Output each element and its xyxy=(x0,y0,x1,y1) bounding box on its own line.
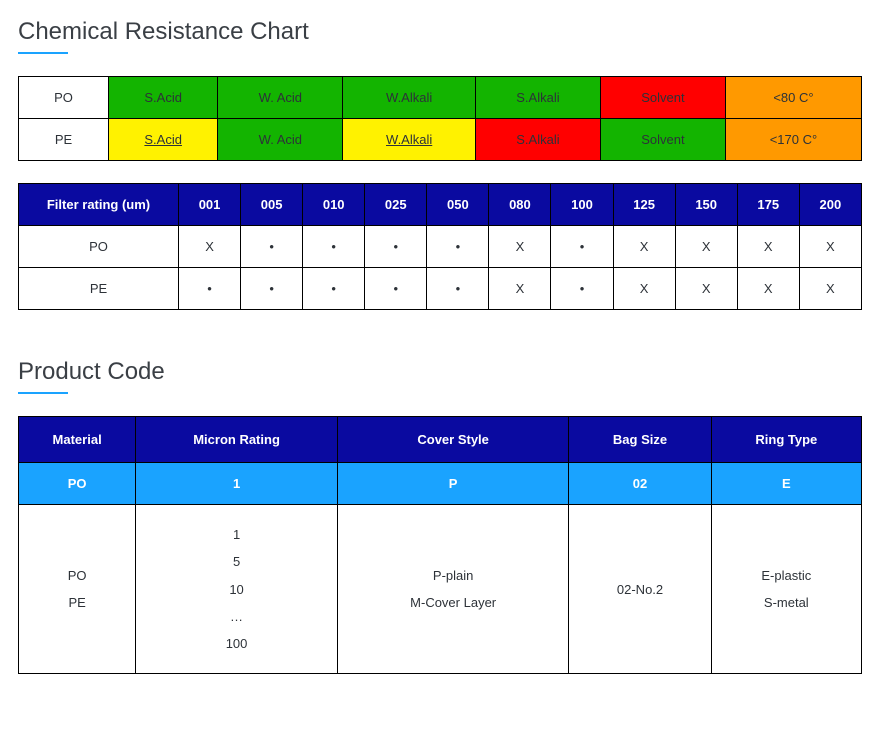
filter-cell: • xyxy=(551,226,613,268)
row-label: PE xyxy=(19,268,179,310)
chemical-resistance-table: POS.AcidW. AcidW.AlkaliS.AlkaliSolvent<8… xyxy=(18,76,862,161)
table-row: POX••••X•XXXX xyxy=(19,226,862,268)
filter-cell: X xyxy=(737,268,799,310)
column-header: 100 xyxy=(551,184,613,226)
table-row: PE•••••X•XXXX xyxy=(19,268,862,310)
product-code-detail-cell: POPE xyxy=(19,505,136,674)
filter-cell: X xyxy=(489,226,551,268)
chem-cell: Solvent xyxy=(600,119,725,161)
chem-cell: W. Acid xyxy=(218,77,343,119)
filter-cell: X xyxy=(799,226,861,268)
column-header: 080 xyxy=(489,184,551,226)
filter-cell: X xyxy=(675,268,737,310)
filter-cell: • xyxy=(241,268,303,310)
chem-cell: S.Acid xyxy=(109,77,218,119)
product-code-sub-cell: P xyxy=(337,463,569,505)
product-code-detail-cell: 1510…100 xyxy=(136,505,338,674)
chem-cell: W.Alkali xyxy=(343,119,476,161)
filter-cell: • xyxy=(365,226,427,268)
column-header: Material xyxy=(19,417,136,463)
column-header: 050 xyxy=(427,184,489,226)
chem-cell: <80 C° xyxy=(725,77,861,119)
chem-cell: <170 C° xyxy=(725,119,861,161)
chem-cell: S.Alkali xyxy=(475,119,600,161)
product-code-sub-cell: 1 xyxy=(136,463,338,505)
column-header: 200 xyxy=(799,184,861,226)
filter-cell: • xyxy=(303,226,365,268)
product-code-sub-cell: 02 xyxy=(569,463,711,505)
title-underline xyxy=(18,52,68,54)
chem-cell: S.Acid xyxy=(109,119,218,161)
filter-rating-table: Filter rating (um)0010050100250500801001… xyxy=(18,183,862,310)
filter-cell: X xyxy=(613,268,675,310)
column-header: Filter rating (um) xyxy=(19,184,179,226)
row-label: PE xyxy=(19,119,109,161)
column-header: Cover Style xyxy=(337,417,569,463)
chem-cell: W.Alkali xyxy=(343,77,476,119)
filter-cell: X xyxy=(489,268,551,310)
product-code-sub-cell: E xyxy=(711,463,861,505)
column-header: Micron Rating xyxy=(136,417,338,463)
column-header: 001 xyxy=(179,184,241,226)
filter-cell: X xyxy=(799,268,861,310)
section-title-product-code: Product Code xyxy=(18,358,862,386)
filter-cell: • xyxy=(551,268,613,310)
section-title-chemical: Chemical Resistance Chart xyxy=(18,18,862,46)
column-header: Bag Size xyxy=(569,417,711,463)
chem-cell: S.Alkali xyxy=(475,77,600,119)
chem-cell: W. Acid xyxy=(218,119,343,161)
filter-cell: • xyxy=(179,268,241,310)
column-header: 010 xyxy=(303,184,365,226)
chem-cell: Solvent xyxy=(600,77,725,119)
product-code-table: MaterialMicron RatingCover StyleBag Size… xyxy=(18,416,862,674)
column-header: 025 xyxy=(365,184,427,226)
filter-cell: • xyxy=(303,268,365,310)
column-header: 005 xyxy=(241,184,303,226)
product-code-detail-cell: E-plasticS-metal xyxy=(711,505,861,674)
column-header: 175 xyxy=(737,184,799,226)
table-row: PES.AcidW. AcidW.AlkaliS.AlkaliSolvent<1… xyxy=(19,119,862,161)
product-code-detail-cell: P-plainM-Cover Layer xyxy=(337,505,569,674)
row-label: PO xyxy=(19,77,109,119)
filter-cell: • xyxy=(365,268,427,310)
table-row: POS.AcidW. AcidW.AlkaliS.AlkaliSolvent<8… xyxy=(19,77,862,119)
product-code-sub-cell: PO xyxy=(19,463,136,505)
filter-cell: • xyxy=(241,226,303,268)
product-code-detail-cell: 02-No.2 xyxy=(569,505,711,674)
filter-cell: X xyxy=(613,226,675,268)
filter-cell: • xyxy=(427,226,489,268)
title-underline xyxy=(18,392,68,394)
filter-cell: X xyxy=(675,226,737,268)
column-header: Ring Type xyxy=(711,417,861,463)
column-header: 125 xyxy=(613,184,675,226)
row-label: PO xyxy=(19,226,179,268)
filter-cell: X xyxy=(737,226,799,268)
filter-cell: • xyxy=(427,268,489,310)
filter-cell: X xyxy=(179,226,241,268)
column-header: 150 xyxy=(675,184,737,226)
